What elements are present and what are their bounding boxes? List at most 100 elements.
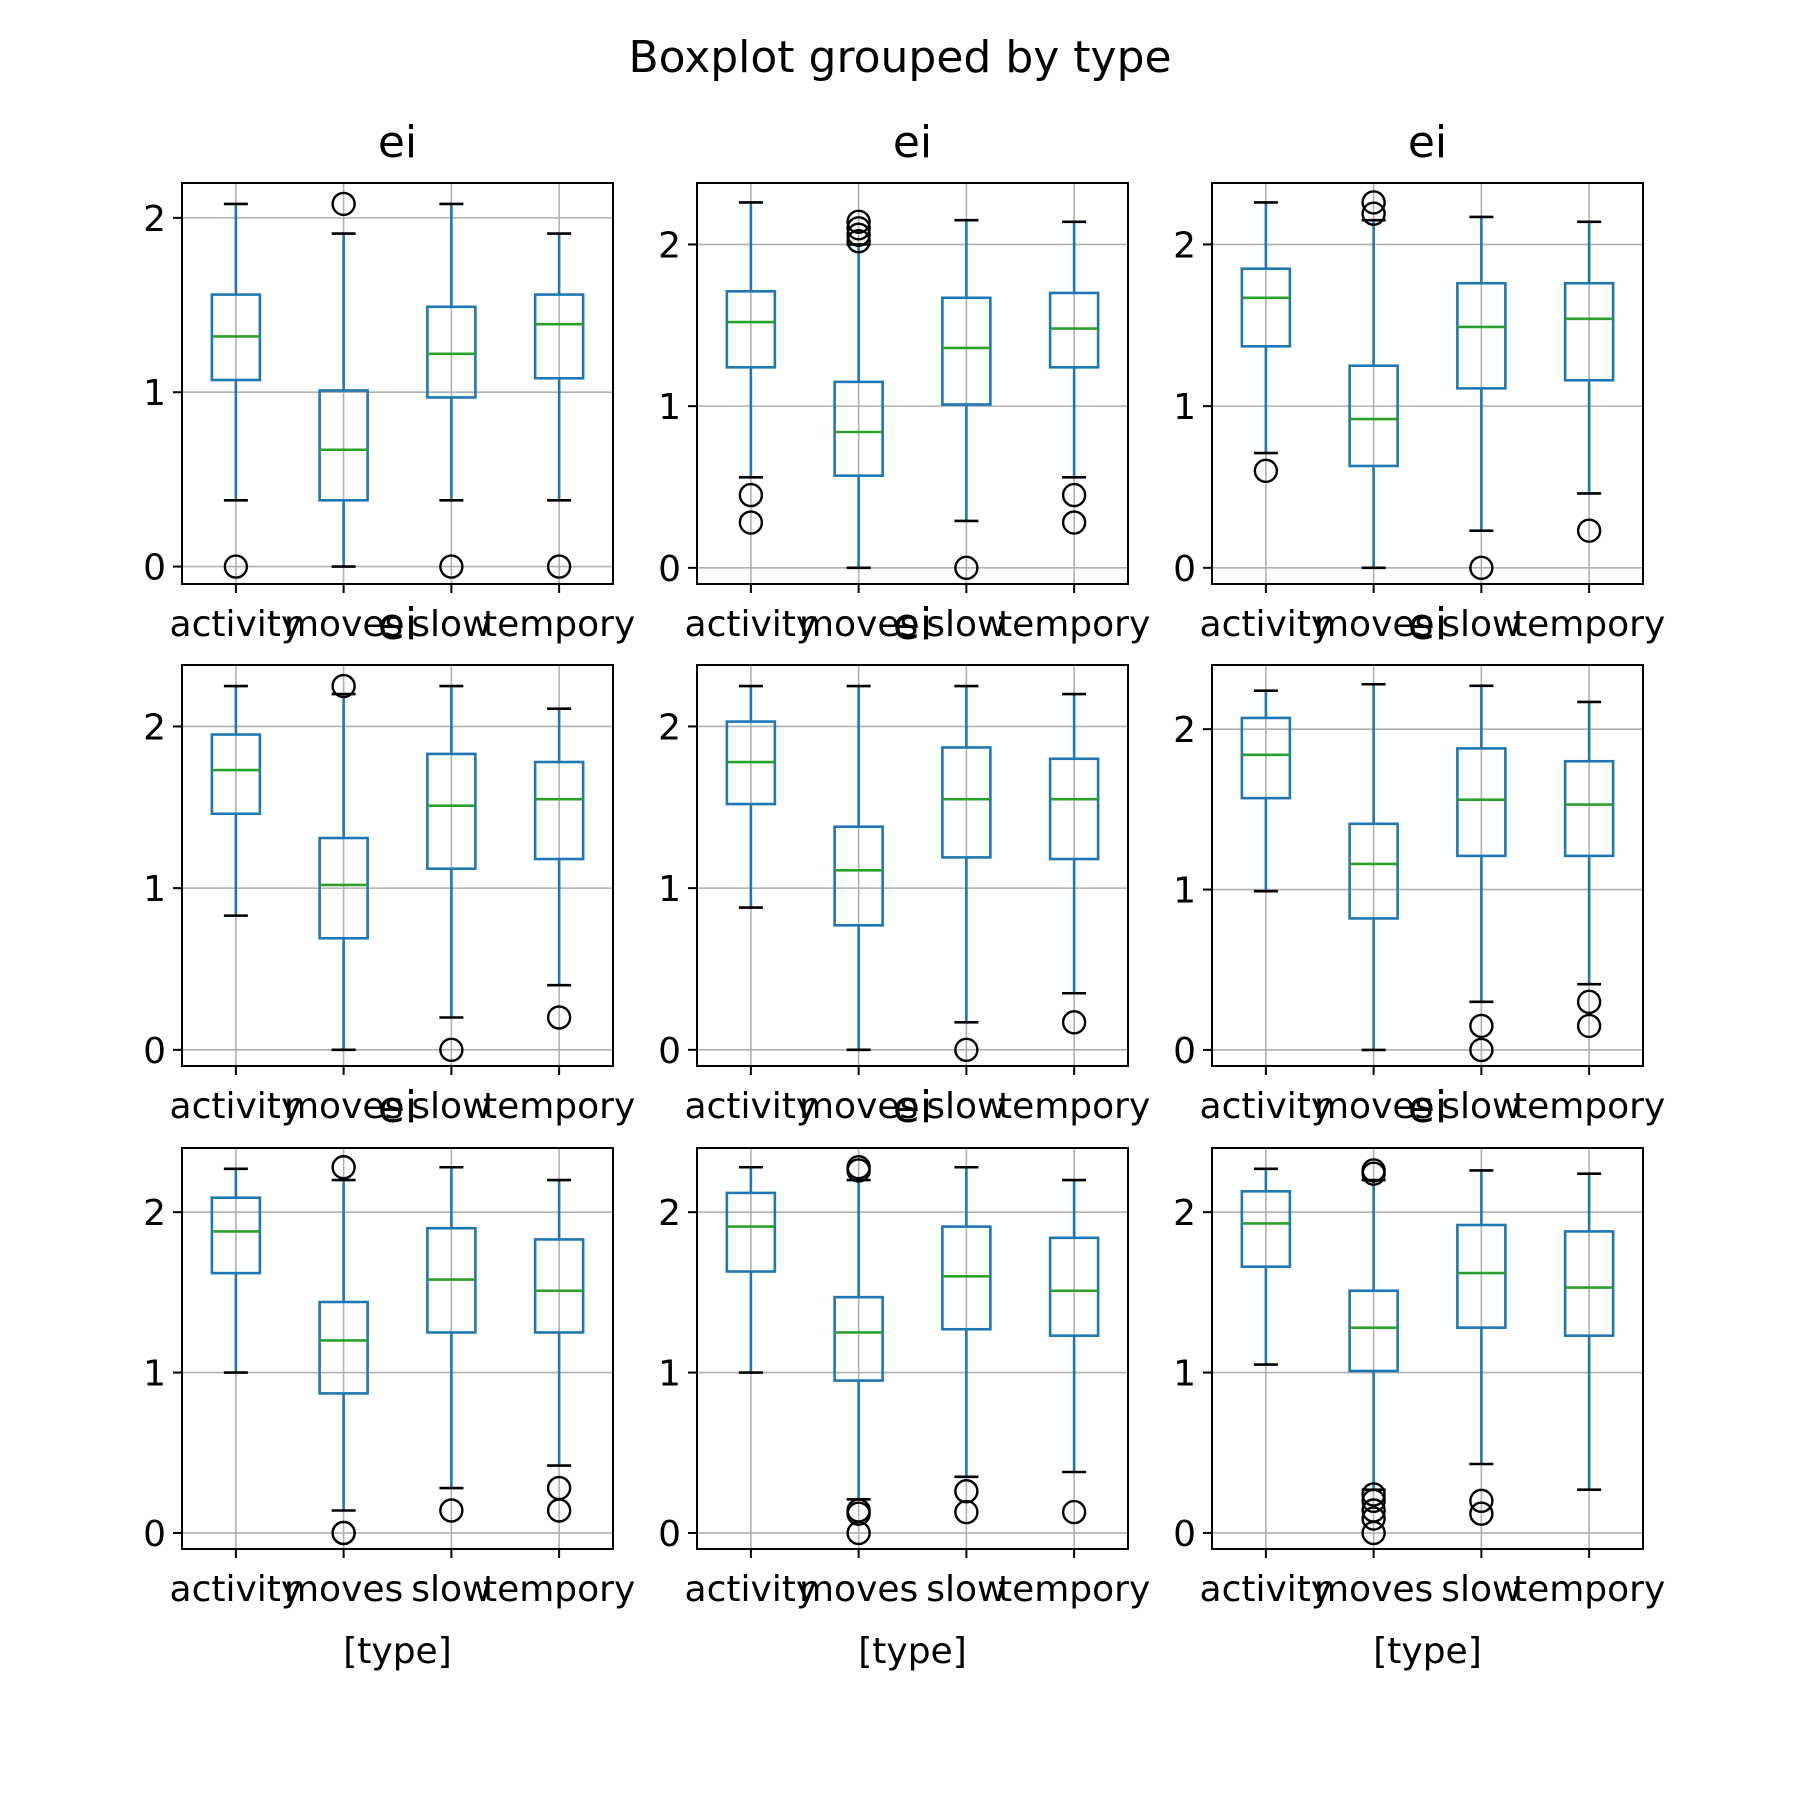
flier-point <box>1469 555 1494 581</box>
y-tick-label: 0 <box>1173 1514 1196 1555</box>
flier-point <box>1361 1506 1386 1531</box>
x-tick-label-moves: moves <box>799 1086 918 1127</box>
flier-point <box>439 1037 464 1063</box>
box-tempory <box>1048 220 1100 535</box>
x-tick-label-slow: slow <box>1441 1569 1521 1610</box>
box-iqr <box>426 752 477 871</box>
box-iqr <box>941 1225 992 1331</box>
x-tick-label-moves: moves <box>799 604 918 645</box>
flier-point <box>846 222 871 247</box>
box-moves <box>833 209 884 570</box>
box-tempory <box>1048 692 1100 1035</box>
y-tick-label: 0 <box>658 549 681 590</box>
x-tick-label-moves: moves <box>1314 1086 1433 1127</box>
flier-point <box>1576 518 1602 543</box>
flier-point <box>1469 1037 1494 1063</box>
x-tick-label-slow: slow <box>1441 604 1521 645</box>
box-iqr <box>533 293 585 380</box>
y-tick-label: 1 <box>1173 387 1196 428</box>
x-tick-label-activity: activity <box>685 604 818 645</box>
box-slow <box>941 684 992 1063</box>
flier-point <box>1361 1482 1386 1507</box>
box-moves <box>318 673 369 1052</box>
box-slow <box>426 684 477 1063</box>
box-iqr <box>210 733 262 816</box>
box-tempory <box>1563 700 1615 1039</box>
y-tick-label: 1 <box>658 387 681 428</box>
box-slow <box>941 1165 992 1525</box>
flier-point <box>1361 1498 1386 1523</box>
box-iqr <box>1348 1289 1399 1373</box>
box-iqr <box>1456 281 1507 390</box>
y-tick-label: 2 <box>1173 1193 1196 1234</box>
flier-point <box>1576 989 1602 1015</box>
axes-frame <box>181 182 614 585</box>
axes-frame <box>696 1147 1129 1550</box>
y-tick-label: 0 <box>143 1031 166 1072</box>
x-tick-label-tempory: tempory <box>1513 1086 1665 1127</box>
flier-point <box>846 229 871 254</box>
box-iqr <box>1240 716 1292 800</box>
box-iqr <box>941 746 992 859</box>
box-iqr <box>1048 291 1100 369</box>
x-tick-label-slow: slow <box>411 1569 491 1610</box>
x-tick-label-moves: moves <box>284 1086 403 1127</box>
box-activity <box>1240 1167 1292 1366</box>
y-tick-label: 1 <box>1173 871 1196 912</box>
box-tempory <box>1048 1178 1100 1525</box>
box-tempory <box>533 1178 585 1523</box>
box-activity <box>725 1165 777 1374</box>
x-tick-label-slow: slow <box>411 604 491 645</box>
x-tick-label-slow: slow <box>926 604 1006 645</box>
axes-frame <box>181 1147 614 1550</box>
flier-point <box>846 209 871 235</box>
flier-point <box>1253 458 1279 484</box>
flier-point <box>546 1005 572 1030</box>
box-moves <box>318 1155 369 1546</box>
flier-point <box>1061 1010 1087 1035</box>
y-tick-label: 2 <box>1173 225 1196 266</box>
x-tick-label-moves: moves <box>1314 604 1433 645</box>
x-tick-label-tempory: tempory <box>483 604 635 645</box>
flier-point <box>1576 1013 1602 1039</box>
x-tick-label-tempory: tempory <box>1513 1569 1665 1610</box>
panel-title: ei <box>893 1082 932 1133</box>
x-tick-label-activity: activity <box>685 1086 818 1127</box>
panel-title: ei <box>893 117 932 168</box>
box-iqr <box>426 305 477 399</box>
x-axis-label: [type] <box>858 1631 967 1672</box>
x-tick-label-tempory: tempory <box>1513 604 1665 645</box>
y-tick-label: 2 <box>143 707 166 748</box>
box-iqr <box>1048 757 1100 861</box>
axes-frame <box>696 664 1129 1067</box>
box-slow <box>426 1165 477 1523</box>
x-tick-label-slow: slow <box>1441 1086 1521 1127</box>
box-slow <box>1456 1169 1507 1526</box>
flier-point <box>331 1520 356 1546</box>
axes-frame <box>696 182 1129 585</box>
flier-point <box>1469 1013 1494 1039</box>
box-iqr <box>1456 1223 1507 1329</box>
box-moves <box>318 191 369 568</box>
x-axis-label: [type] <box>343 1631 452 1672</box>
x-tick-label-slow: slow <box>926 1086 1006 1127</box>
box-moves <box>833 684 884 1052</box>
y-tick-label: 0 <box>1173 549 1196 590</box>
x-axis-label: [type] <box>1373 1631 1482 1672</box>
box-activity <box>210 202 262 579</box>
flier-point <box>846 216 871 241</box>
flier-point <box>738 510 764 535</box>
panel-title: ei <box>1408 1082 1447 1133</box>
x-tick-label-moves: moves <box>1314 1569 1433 1610</box>
x-tick-label-moves: moves <box>284 604 403 645</box>
flier-point <box>1361 201 1386 226</box>
y-tick-label: 1 <box>658 1354 681 1395</box>
panel-title: ei <box>378 1082 417 1133</box>
box-iqr <box>1048 1236 1100 1337</box>
box-iqr <box>725 1191 777 1273</box>
axes-frame <box>1211 1147 1644 1550</box>
